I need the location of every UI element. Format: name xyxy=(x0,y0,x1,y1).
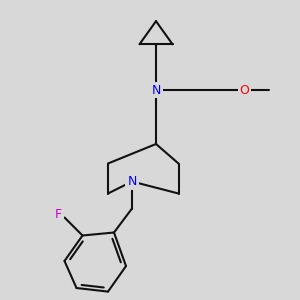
Text: N: N xyxy=(151,83,161,97)
Text: N: N xyxy=(127,175,137,188)
Text: O: O xyxy=(240,83,249,97)
Text: F: F xyxy=(55,208,62,221)
